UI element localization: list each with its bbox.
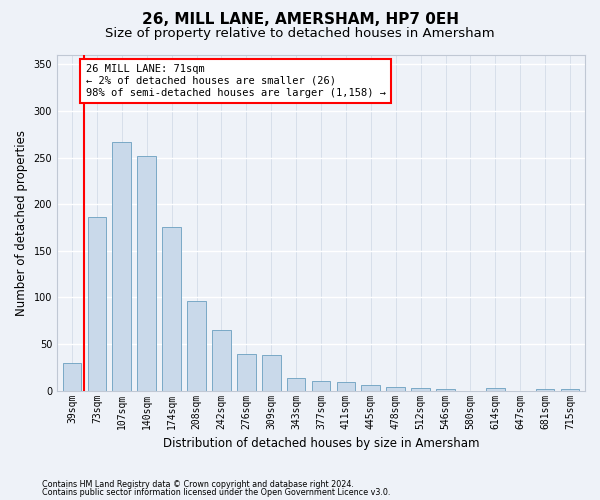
Text: Contains HM Land Registry data © Crown copyright and database right 2024.: Contains HM Land Registry data © Crown c… [42, 480, 354, 489]
Bar [486, 388, 505, 390]
Bar [411, 388, 430, 390]
X-axis label: Distribution of detached houses by size in Amersham: Distribution of detached houses by size … [163, 437, 479, 450]
Text: 26 MILL LANE: 71sqm
← 2% of detached houses are smaller (26)
98% of semi-detache: 26 MILL LANE: 71sqm ← 2% of detached hou… [86, 64, 386, 98]
Bar [112, 142, 131, 390]
Bar [337, 382, 355, 390]
Y-axis label: Number of detached properties: Number of detached properties [15, 130, 28, 316]
Bar [137, 156, 156, 390]
Text: Size of property relative to detached houses in Amersham: Size of property relative to detached ho… [105, 28, 495, 40]
Bar [311, 382, 331, 390]
Text: Contains public sector information licensed under the Open Government Licence v3: Contains public sector information licen… [42, 488, 391, 497]
Bar [287, 378, 305, 390]
Bar [262, 355, 281, 390]
Text: 26, MILL LANE, AMERSHAM, HP7 0EH: 26, MILL LANE, AMERSHAM, HP7 0EH [142, 12, 458, 28]
Bar [386, 387, 405, 390]
Bar [62, 362, 82, 390]
Bar [162, 226, 181, 390]
Bar [187, 301, 206, 390]
Bar [212, 330, 231, 390]
Bar [436, 389, 455, 390]
Bar [88, 217, 106, 390]
Bar [561, 389, 580, 390]
Bar [536, 389, 554, 390]
Bar [237, 354, 256, 390]
Bar [361, 385, 380, 390]
